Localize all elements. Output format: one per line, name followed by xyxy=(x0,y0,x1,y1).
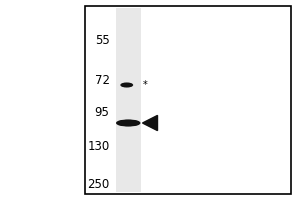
Ellipse shape xyxy=(117,120,140,126)
Ellipse shape xyxy=(122,122,134,124)
Ellipse shape xyxy=(118,121,138,125)
Ellipse shape xyxy=(123,84,131,86)
Ellipse shape xyxy=(123,84,130,86)
Ellipse shape xyxy=(122,83,132,87)
Ellipse shape xyxy=(122,122,135,124)
Text: 95: 95 xyxy=(94,106,110,118)
Text: 250: 250 xyxy=(87,178,110,190)
Ellipse shape xyxy=(122,84,131,86)
Text: 130: 130 xyxy=(87,140,110,152)
Text: *: * xyxy=(142,80,147,90)
Ellipse shape xyxy=(119,121,137,125)
Bar xyxy=(85,6,291,194)
Bar xyxy=(116,8,141,192)
Ellipse shape xyxy=(121,83,133,87)
Ellipse shape xyxy=(118,120,139,126)
Polygon shape xyxy=(142,115,158,131)
Text: 55: 55 xyxy=(95,33,110,46)
Text: 72: 72 xyxy=(94,73,110,86)
Ellipse shape xyxy=(120,121,136,125)
